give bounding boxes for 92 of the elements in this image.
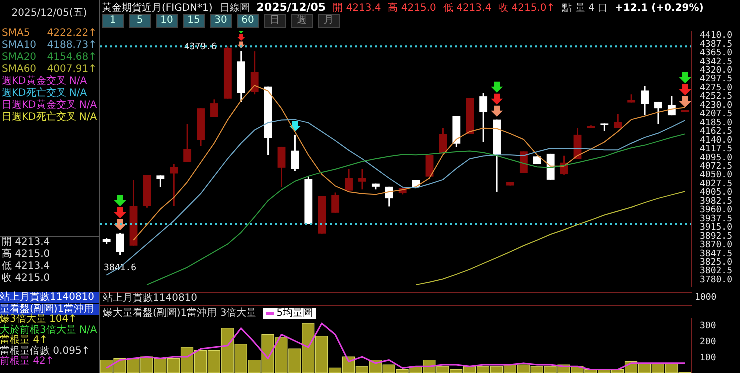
candlestick bbox=[278, 146, 286, 188]
legend-label: 5均量圖 bbox=[262, 308, 316, 318]
y-tick-label: 4185.0 bbox=[700, 118, 733, 128]
y-tick-label: 4095.0 bbox=[700, 153, 733, 164]
text: 1000 bbox=[695, 293, 717, 303]
candlestick bbox=[184, 124, 192, 163]
text: SMA10 bbox=[2, 40, 37, 52]
text: 大於前根3倍大量 N/A bbox=[0, 324, 98, 336]
text: 高 4215.0 bbox=[1, 249, 52, 261]
y-tick-label: 100 bbox=[700, 353, 716, 364]
line-series bbox=[146, 134, 686, 286]
text: 收 4215.0 bbox=[1, 273, 52, 285]
candlestick bbox=[358, 168, 366, 190]
candlestick bbox=[345, 168, 353, 192]
text: 4188.73↑ bbox=[47, 40, 97, 52]
text: 站上月貫數1140810 bbox=[102, 293, 198, 304]
y-tick-label: 3847.5 bbox=[700, 249, 733, 260]
chart-title: 黃金期貨近月(FIGDN*1) bbox=[102, 2, 213, 15]
y-tick-label: 4027.5 bbox=[700, 179, 733, 190]
y-tick-label: 300 bbox=[700, 321, 716, 332]
y-tick-label: 3780.0 bbox=[700, 275, 733, 286]
text: +12.1 (+0.29%) bbox=[615, 3, 704, 14]
candlestick bbox=[170, 164, 178, 208]
y-tick-label: 3982.5 bbox=[700, 196, 733, 207]
text: 前根量 42↑ bbox=[0, 356, 56, 368]
y-tick-label: 4252.5 bbox=[700, 92, 733, 102]
line-series bbox=[416, 191, 686, 286]
y-tick-label: 3960.0 bbox=[700, 206, 733, 216]
text: 週KD黃金交叉 N/A bbox=[1, 76, 88, 88]
candlestick bbox=[385, 186, 394, 208]
y-tick-label: 4072.5 bbox=[700, 162, 733, 172]
y-tick-label: 4230.0 bbox=[700, 100, 733, 111]
y-tick-label: 4117.5 bbox=[700, 144, 733, 155]
y-tick-label: 3825.0 bbox=[700, 258, 733, 268]
y-tick-label: 4320.0 bbox=[700, 66, 733, 76]
candlestick bbox=[480, 92, 488, 144]
candlestick bbox=[426, 154, 434, 178]
text: SMA20 bbox=[2, 52, 37, 64]
y-tick-label: 3870.0 bbox=[700, 240, 733, 251]
y-tick-label: 4365.0 bbox=[700, 48, 733, 59]
y-tick-label: 3915.0 bbox=[700, 223, 733, 234]
text: 2025/12/05 bbox=[256, 1, 326, 14]
candlestick bbox=[116, 232, 124, 256]
candlestick bbox=[439, 128, 448, 154]
y-tick-label: 4050.0 bbox=[700, 170, 733, 181]
y-tick-label: 4162.5 bbox=[700, 127, 733, 138]
text: 4007.91↑ bbox=[47, 64, 97, 76]
y-tick-label: 4005.0 bbox=[700, 188, 733, 198]
y-tick-label: 4410.0 bbox=[700, 31, 733, 42]
chart-subtitle: 日線圖 bbox=[220, 2, 250, 15]
candlestick bbox=[210, 98, 218, 118]
y-tick-label: 4297.5 bbox=[700, 74, 733, 85]
text: 爆3倍大量 104↑ bbox=[0, 314, 78, 325]
text: 2025/12/05(五) bbox=[10, 7, 88, 21]
text: 4222.22↑ bbox=[47, 28, 97, 40]
candlestick bbox=[291, 134, 300, 172]
text: 4154.68↑ bbox=[47, 52, 97, 64]
text: SMA60 bbox=[2, 64, 37, 76]
y-tick-label: 4207.5 bbox=[700, 110, 733, 120]
y-tick-label: 4275.0 bbox=[700, 83, 733, 94]
text: 1 5 10 15 30 60 日 週 月 bbox=[110, 15, 334, 26]
y-tick-label: 4140.0 bbox=[700, 136, 733, 146]
text: 開 4213.4 bbox=[333, 2, 382, 15]
y-tick-label: 4342.5 bbox=[700, 57, 733, 68]
candlestick bbox=[332, 192, 340, 214]
text: 站上月貫數1140810 bbox=[0, 292, 99, 303]
text: 日週KD黃金交叉 N/A bbox=[1, 100, 98, 112]
candlestick bbox=[614, 113, 622, 130]
line-series bbox=[106, 119, 686, 276]
text: SMA5 bbox=[2, 28, 30, 40]
candlestick bbox=[641, 86, 649, 116]
candlestick bbox=[250, 50, 259, 96]
text: 低 4213.4 bbox=[443, 2, 492, 15]
line-series bbox=[106, 322, 686, 371]
text: 週KD死亡交叉 N/A bbox=[1, 88, 88, 100]
text: 高 4215.0 bbox=[388, 2, 436, 15]
candlestick bbox=[156, 174, 165, 188]
y-tick-label: 3937.5 bbox=[700, 214, 733, 224]
text: 收 4215.0↑ bbox=[498, 2, 556, 15]
y-tick-label: 200 bbox=[700, 337, 716, 348]
text: 日週KD死亡交叉 N/A bbox=[1, 112, 98, 124]
text: 量看盤(副圖)1當沖用 bbox=[0, 304, 99, 315]
y-tick-label: 3802.5 bbox=[700, 266, 733, 277]
y-tick-label: 4387.5 bbox=[700, 40, 733, 50]
text: 點 量 4 口 bbox=[562, 2, 608, 15]
text: 開 4213.4 bbox=[1, 237, 52, 248]
candlestick bbox=[654, 101, 662, 126]
text: 當根量倍數 0.095↑ bbox=[0, 346, 92, 356]
annotation: 爆大量看盤(副圖)1當沖用 3倍大量 bbox=[103, 306, 257, 320]
y-tick-label: 3892.5 bbox=[700, 232, 733, 242]
text: 當根量 4↑ bbox=[0, 335, 49, 346]
text: 低 4213.4 bbox=[1, 261, 52, 273]
